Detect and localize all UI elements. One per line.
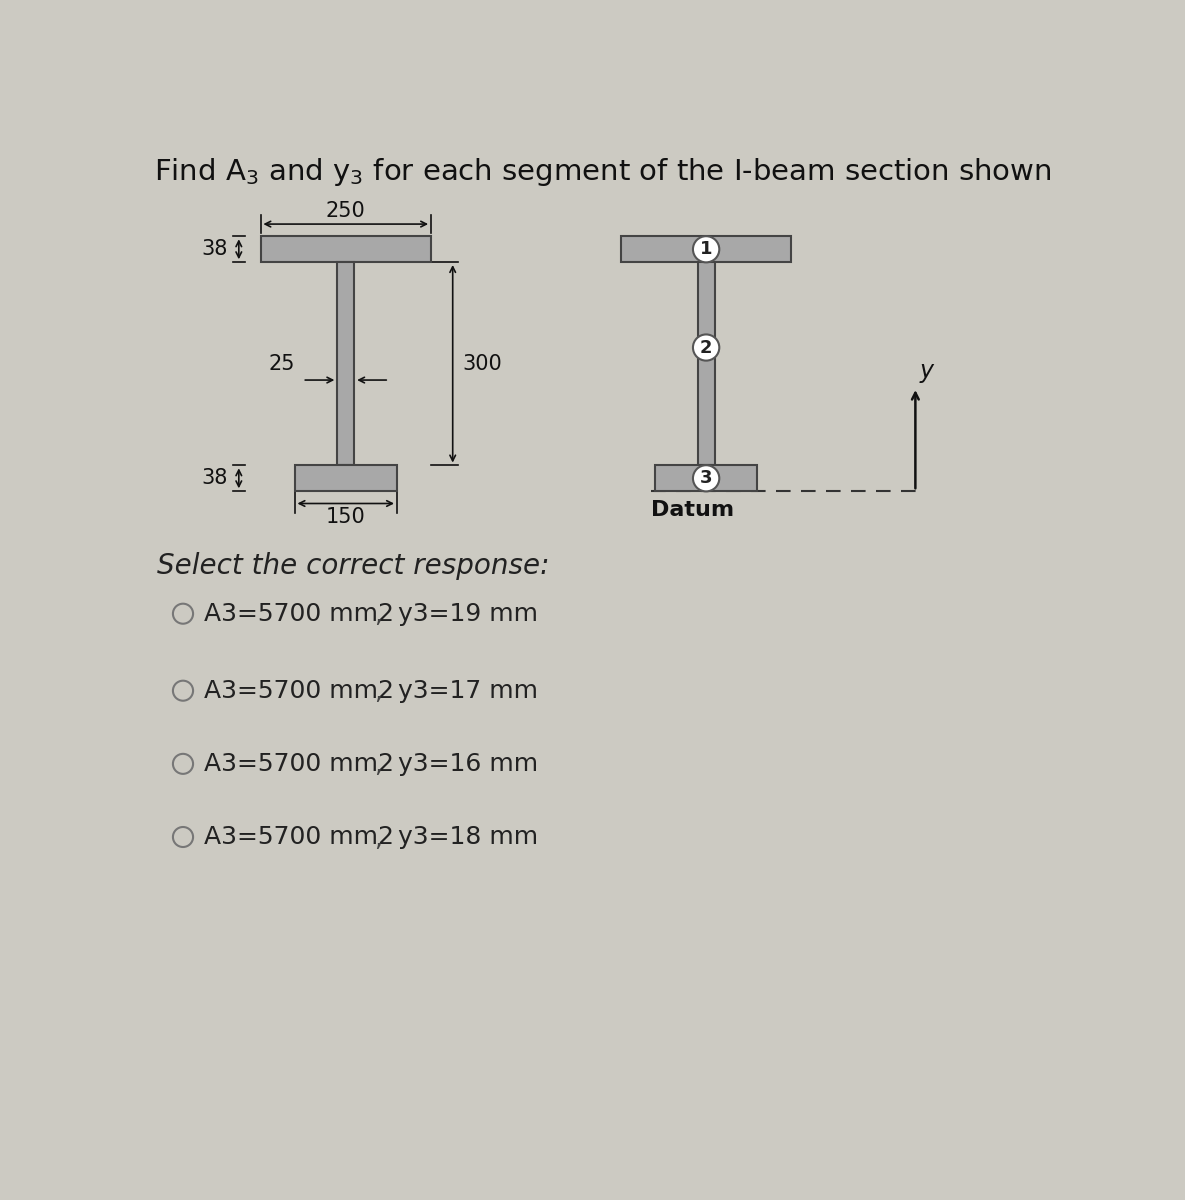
Circle shape xyxy=(693,335,719,361)
Text: ,: , xyxy=(374,754,383,778)
Text: ,: , xyxy=(374,827,383,851)
Text: 25: 25 xyxy=(268,354,295,374)
Text: A3=5700 mm2: A3=5700 mm2 xyxy=(204,601,393,625)
Text: 38: 38 xyxy=(201,239,228,259)
Text: 250: 250 xyxy=(326,200,366,221)
Text: A3=5700 mm2: A3=5700 mm2 xyxy=(204,752,393,776)
Text: 150: 150 xyxy=(326,508,366,527)
Text: 38: 38 xyxy=(201,468,228,488)
Text: y3=18 mm: y3=18 mm xyxy=(398,826,538,850)
Text: y: y xyxy=(920,359,934,383)
Text: ,: , xyxy=(374,604,383,628)
Text: 3: 3 xyxy=(700,469,712,487)
Text: 2: 2 xyxy=(700,338,712,356)
Text: y3=19 mm: y3=19 mm xyxy=(398,601,538,625)
Text: Find A$_3$ and y$_3$ for each segment of the I-beam section shown: Find A$_3$ and y$_3$ for each segment of… xyxy=(154,156,1052,187)
Text: Datum: Datum xyxy=(651,500,735,521)
Circle shape xyxy=(693,236,719,263)
Text: A3=5700 mm2: A3=5700 mm2 xyxy=(204,826,393,850)
Bar xyxy=(655,466,757,491)
Text: A3=5700 mm2: A3=5700 mm2 xyxy=(204,679,393,703)
Bar xyxy=(295,466,397,491)
Text: y3=17 mm: y3=17 mm xyxy=(398,679,538,703)
Text: 1: 1 xyxy=(700,240,712,258)
Circle shape xyxy=(693,466,719,491)
Bar xyxy=(338,262,354,466)
Bar xyxy=(261,236,431,262)
Bar xyxy=(698,262,715,466)
Text: ,: , xyxy=(374,680,383,704)
Text: y3=16 mm: y3=16 mm xyxy=(398,752,538,776)
Bar xyxy=(621,236,792,262)
Text: Select the correct response:: Select the correct response: xyxy=(158,552,550,580)
Text: 300: 300 xyxy=(462,354,501,373)
